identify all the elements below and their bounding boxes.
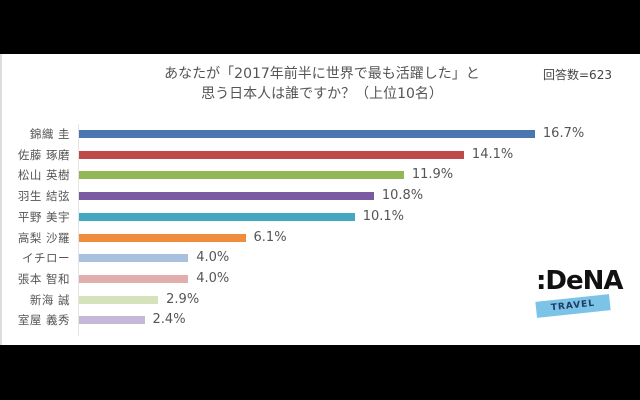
bar-row: 平野 美宇 10.1% — [2, 207, 640, 227]
value-label: 4.0% — [196, 250, 230, 266]
bar — [79, 212, 355, 221]
chart-panel: あなたが「2017年前半に世界で最も活躍した」と 思う日本人は誰ですか？（上位1… — [0, 54, 640, 345]
value-label: 10.8% — [381, 188, 424, 204]
title-line-1: あなたが「2017年前半に世界で最も活躍した」と — [164, 66, 480, 82]
category-label: 新海 誠 — [29, 292, 70, 307]
bar-row: 高梨 沙羅 6.1% — [2, 228, 640, 248]
category-label: 錦織 圭 — [29, 127, 70, 141]
dena-travel-logo: :DeNA TRAVEL — [532, 266, 623, 326]
title-line-2: 思う日本人は誰ですか？（上位10名） — [201, 86, 443, 102]
bar-row: イチロー 4.0% — [2, 248, 640, 268]
category-label: 室屋 義秀 — [17, 313, 70, 328]
respondent-count: 回答数=623 — [543, 68, 612, 82]
bar — [79, 316, 145, 325]
bar-row: 松山 英樹 11.9% — [2, 165, 640, 185]
category-axis — [78, 124, 79, 336]
value-label: 14.1% — [471, 146, 514, 162]
logo-sub: TRAVEL — [535, 294, 611, 318]
value-label: 11.9% — [411, 167, 454, 183]
value-label: 6.1% — [253, 229, 287, 245]
logo-brand: :DeNA — [536, 266, 623, 296]
bar-row: 張本 智和 4.0% — [2, 269, 640, 289]
category-label: イチロー — [22, 251, 70, 266]
bar — [79, 254, 189, 263]
bar — [79, 150, 464, 159]
bar-row: 室屋 義秀 2.4% — [2, 310, 640, 330]
bar — [79, 295, 159, 304]
bar-row: 錦織 圭 16.7% — [2, 124, 640, 144]
category-label: 高梨 沙羅 — [17, 230, 70, 245]
bar — [79, 130, 535, 138]
bar — [79, 233, 246, 242]
category-label: 張本 智和 — [17, 271, 70, 286]
bar — [79, 171, 404, 180]
category-label: 羽生 結弦 — [17, 189, 70, 204]
bar — [79, 274, 189, 283]
category-label: 平野 美宇 — [17, 209, 70, 224]
category-label: 佐藤 琢磨 — [17, 147, 70, 162]
value-label: 10.1% — [362, 208, 405, 224]
value-label: 16.7% — [542, 126, 585, 141]
category-label: 松山 英樹 — [17, 168, 70, 183]
value-label: 2.9% — [166, 291, 200, 307]
value-label: 4.0% — [196, 270, 230, 286]
bar-row: 羽生 結弦 10.8% — [2, 186, 640, 206]
bar-row: 新海 誠 2.9% — [2, 290, 640, 310]
bar — [79, 192, 374, 201]
chart-title: あなたが「2017年前半に世界で最も活躍した」と 思う日本人は誰ですか？（上位1… — [122, 64, 522, 104]
bar-row: 佐藤 琢磨 14.1% — [2, 145, 640, 165]
value-label: 2.4% — [152, 312, 186, 328]
